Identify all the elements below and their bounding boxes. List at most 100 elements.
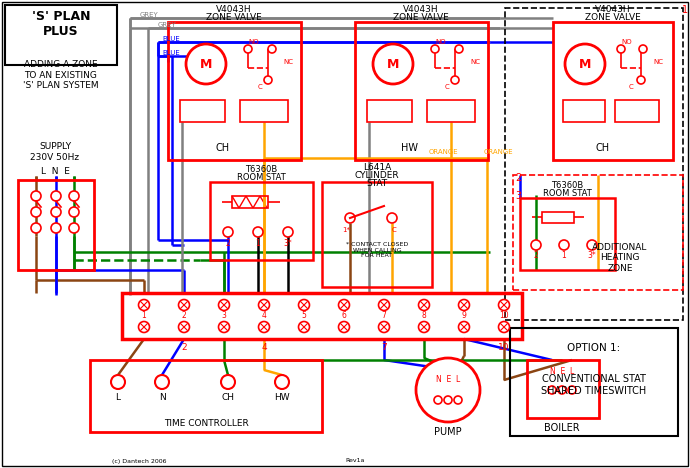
Text: V4043H: V4043H <box>403 6 439 15</box>
Circle shape <box>559 240 569 250</box>
Text: 1*: 1* <box>342 227 350 233</box>
Circle shape <box>431 45 439 53</box>
Text: M: M <box>579 58 591 71</box>
Circle shape <box>373 44 413 84</box>
Text: 2: 2 <box>226 240 230 249</box>
Text: SUPPLY
230V 50Hz: SUPPLY 230V 50Hz <box>30 142 79 162</box>
Text: ZONE VALVE: ZONE VALVE <box>206 14 262 22</box>
Text: NC: NC <box>283 59 293 65</box>
Circle shape <box>387 213 397 223</box>
Circle shape <box>139 300 150 310</box>
Circle shape <box>498 300 509 310</box>
Text: OPTION 1:: OPTION 1: <box>567 343 620 353</box>
Text: BOILER: BOILER <box>544 423 580 433</box>
Text: 3: 3 <box>221 312 226 321</box>
Circle shape <box>558 386 566 394</box>
Circle shape <box>264 76 272 84</box>
Text: 10: 10 <box>499 312 509 321</box>
Bar <box>553 22 673 160</box>
Text: BLUE: BLUE <box>162 50 180 56</box>
Text: NC: NC <box>470 59 480 65</box>
Text: NC: NC <box>653 59 663 65</box>
Text: ORANGE: ORANGE <box>483 149 513 155</box>
Text: C: C <box>629 84 633 90</box>
Text: GREY: GREY <box>158 22 177 28</box>
Text: 2: 2 <box>533 251 538 261</box>
Bar <box>427 100 475 122</box>
Circle shape <box>283 227 293 237</box>
Circle shape <box>565 44 605 84</box>
Text: 2: 2 <box>181 343 187 351</box>
Circle shape <box>444 396 452 404</box>
Text: N: N <box>159 394 166 402</box>
Circle shape <box>458 322 469 332</box>
Circle shape <box>219 322 230 332</box>
Bar <box>505 8 683 320</box>
Circle shape <box>69 223 79 233</box>
Text: ROOM STAT: ROOM STAT <box>237 174 286 183</box>
Text: L  N  E: L N E <box>41 167 70 176</box>
Bar <box>615 100 659 122</box>
Text: V4043H: V4043H <box>595 6 631 15</box>
Circle shape <box>259 322 270 332</box>
Text: NO: NO <box>248 39 259 45</box>
Circle shape <box>458 300 469 310</box>
Circle shape <box>186 44 226 84</box>
Text: 2: 2 <box>181 312 186 321</box>
Circle shape <box>51 191 61 201</box>
Circle shape <box>219 300 230 310</box>
Circle shape <box>548 386 556 394</box>
Circle shape <box>51 207 61 217</box>
Circle shape <box>179 300 190 310</box>
Circle shape <box>299 300 310 310</box>
Text: 3: 3 <box>515 191 521 201</box>
Circle shape <box>31 223 41 233</box>
Text: 4: 4 <box>262 312 266 321</box>
Text: TIME CONTROLLER: TIME CONTROLLER <box>164 419 248 429</box>
Text: 7: 7 <box>382 312 386 321</box>
Text: Rev1a: Rev1a <box>345 459 365 463</box>
Bar <box>520 198 615 270</box>
Text: ZONE VALVE: ZONE VALVE <box>585 14 641 22</box>
Text: HW: HW <box>402 143 419 153</box>
Text: N  E  L: N E L <box>436 375 460 385</box>
Bar <box>210 182 313 260</box>
Bar <box>232 196 268 208</box>
Text: 6: 6 <box>342 312 346 321</box>
Circle shape <box>587 240 597 250</box>
Text: 1: 1 <box>562 251 566 261</box>
Circle shape <box>419 322 429 332</box>
Text: GREY: GREY <box>140 12 159 18</box>
Text: M: M <box>200 58 213 71</box>
Circle shape <box>339 322 350 332</box>
Circle shape <box>275 375 289 389</box>
Circle shape <box>637 76 645 84</box>
Circle shape <box>379 322 389 332</box>
Text: 1: 1 <box>255 240 260 249</box>
Circle shape <box>223 227 233 237</box>
Text: CH: CH <box>221 394 235 402</box>
Bar <box>240 100 288 122</box>
Text: 1: 1 <box>141 312 146 321</box>
Text: C: C <box>444 84 449 90</box>
Text: V4043H: V4043H <box>216 6 252 15</box>
Circle shape <box>179 322 190 332</box>
Text: NO: NO <box>435 39 446 45</box>
Text: (c) Dantech 2006: (c) Dantech 2006 <box>112 459 166 463</box>
Circle shape <box>139 322 150 332</box>
Text: CONVENTIONAL STAT
SHARED TIMESWITCH: CONVENTIONAL STAT SHARED TIMESWITCH <box>542 374 647 396</box>
Circle shape <box>416 358 480 422</box>
Circle shape <box>299 322 310 332</box>
Text: ZONE VALVE: ZONE VALVE <box>393 14 449 22</box>
Circle shape <box>253 227 263 237</box>
Bar <box>168 22 301 160</box>
Bar <box>90 360 322 432</box>
Text: 3*: 3* <box>588 251 596 261</box>
Text: PUMP: PUMP <box>434 427 462 437</box>
Text: T6360B: T6360B <box>551 182 583 190</box>
Circle shape <box>419 300 429 310</box>
Circle shape <box>31 207 41 217</box>
Text: 9: 9 <box>462 312 466 321</box>
Circle shape <box>221 375 235 389</box>
Text: BLUE: BLUE <box>162 36 180 42</box>
